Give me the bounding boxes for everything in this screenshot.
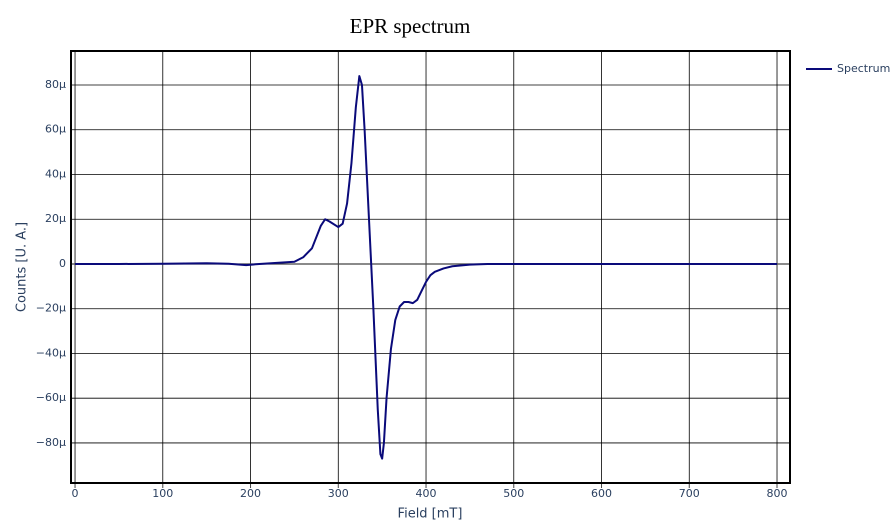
- x-tick-label: 600: [591, 487, 612, 500]
- x-tick-label: 300: [328, 487, 349, 500]
- x-tick-label: 800: [767, 487, 788, 500]
- y-tick-label: 80µ: [45, 78, 66, 91]
- y-tick-label: −40µ: [36, 346, 66, 359]
- y-tick-label: 40µ: [45, 167, 66, 180]
- x-tick-label: 200: [240, 487, 261, 500]
- y-axis-title: Counts [U. A.]: [15, 222, 30, 312]
- y-tick-label: −20µ: [36, 302, 66, 315]
- chart-title: EPR spectrum: [350, 14, 471, 38]
- legend-label: Spectrum: [837, 62, 890, 75]
- y-tick-label: −60µ: [36, 391, 66, 404]
- y-tick-label: 0: [59, 257, 66, 270]
- series-line: [75, 75, 778, 460]
- y-tick-label: 60µ: [45, 123, 66, 136]
- x-axis-title: Field [mT]: [398, 507, 463, 522]
- x-tick-label: 100: [152, 487, 173, 500]
- x-tick-label: 400: [416, 487, 437, 500]
- x-tick-label: 0: [72, 487, 79, 500]
- plot-frame: [70, 50, 791, 484]
- x-tick-label: 500: [503, 487, 524, 500]
- y-tick-label: 20µ: [45, 212, 66, 225]
- y-tick-label: −80µ: [36, 436, 66, 449]
- x-tick-label: 700: [679, 487, 700, 500]
